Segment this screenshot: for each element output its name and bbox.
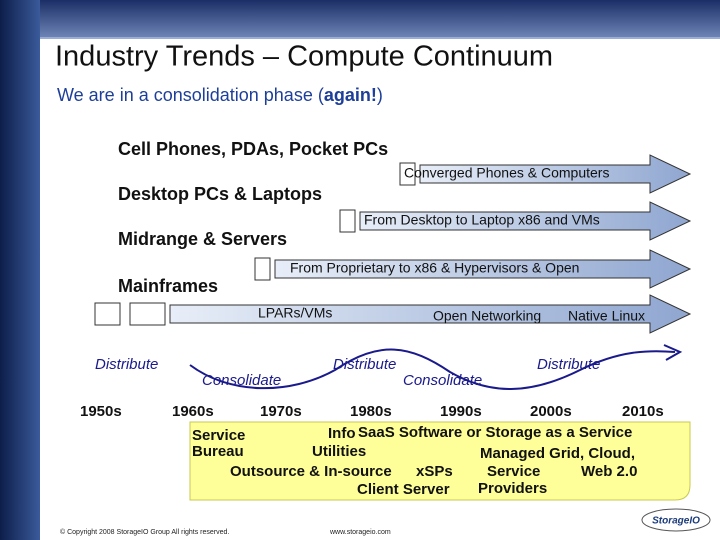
logo: StorageIO <box>652 516 700 527</box>
logo-ring <box>641 508 711 532</box>
tier: Midrange & Servers <box>118 229 287 249</box>
title: Industry Trends – Compute Continuum <box>55 41 553 73</box>
subtitle-text: We are in a consolidation phase ( <box>57 85 324 105</box>
cycle-label: Distribute <box>333 356 396 373</box>
arrow <box>169 294 692 334</box>
cycle-label: Consolidate <box>403 372 482 389</box>
top-band <box>0 0 720 38</box>
decade: 1980s <box>350 403 392 420</box>
side-band <box>0 0 40 540</box>
era-box <box>189 421 691 501</box>
era: Utilities <box>312 443 366 460</box>
cycle-wave <box>189 348 676 390</box>
arrow-label: Native Linux <box>568 308 645 324</box>
subtitle: We are in a consolidation phase (again!) <box>57 85 383 105</box>
arrows <box>94 154 692 334</box>
era: Service <box>487 463 540 480</box>
era: Service <box>192 427 245 444</box>
arrow-label: From Desktop to Laptop x86 and VMs <box>364 212 600 228</box>
cycle-label: Consolidate <box>202 372 281 389</box>
arrow <box>274 249 692 289</box>
era: Client Server <box>357 481 450 498</box>
era: Info <box>328 425 356 442</box>
cycle-arrowhead <box>663 344 683 361</box>
box <box>339 209 356 233</box>
era: Bureau <box>192 443 244 460</box>
box <box>129 302 166 326</box>
tier: Desktop PCs & Laptops <box>118 184 322 204</box>
copyright: © Copyright 2008 StorageIO Group All rig… <box>60 528 229 536</box>
decade: 1960s <box>172 403 214 420</box>
era: Web 2.0 <box>581 463 637 480</box>
box <box>94 302 121 326</box>
tier: Mainframes <box>118 276 218 296</box>
box <box>254 257 271 281</box>
era: Providers <box>478 480 547 497</box>
era: SaaS Software or Storage as a Service <box>358 424 632 441</box>
arrow-label: Open Networking <box>433 308 541 324</box>
subtitle-text: ) <box>377 85 383 105</box>
tier: Cell Phones, PDAs, Pocket PCs <box>118 139 388 159</box>
arrow-label: From Proprietary to x86 & Hypervisors & … <box>290 260 579 276</box>
arrow-label: LPARs/VMs <box>258 305 332 321</box>
decade: 2000s <box>530 403 572 420</box>
arrow <box>419 154 692 194</box>
decade: 1990s <box>440 403 482 420</box>
box <box>399 162 416 186</box>
arrow-label: Converged Phones & Computers <box>404 165 609 181</box>
subtitle-emphasis: again! <box>324 85 377 105</box>
era: Outsource & In-source <box>230 463 392 480</box>
url: www.storageio.com <box>329 529 391 536</box>
cycle-label: Distribute <box>95 356 158 373</box>
decade: 1970s <box>260 403 302 420</box>
cycle-label: Distribute <box>537 356 600 373</box>
decade: 1950s <box>80 403 122 420</box>
era: xSPs <box>416 463 453 480</box>
decade: 2010s <box>622 403 664 420</box>
arrow <box>359 201 692 241</box>
era: Managed Grid, Cloud, <box>480 445 635 462</box>
